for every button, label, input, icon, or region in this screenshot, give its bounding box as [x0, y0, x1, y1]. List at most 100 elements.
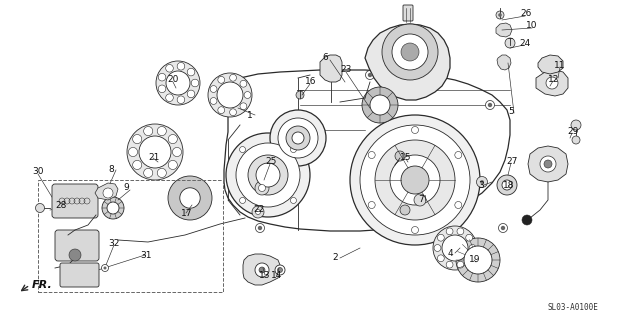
Circle shape — [166, 64, 173, 72]
Circle shape — [144, 126, 153, 136]
Circle shape — [239, 147, 246, 153]
Text: 17: 17 — [181, 209, 192, 218]
Circle shape — [102, 197, 124, 219]
Text: 27: 27 — [506, 156, 518, 165]
Text: 22: 22 — [253, 205, 264, 214]
Circle shape — [572, 136, 580, 144]
Text: 10: 10 — [526, 21, 537, 30]
Circle shape — [133, 160, 142, 170]
Circle shape — [102, 265, 109, 271]
Circle shape — [180, 188, 200, 208]
Circle shape — [240, 80, 247, 87]
Circle shape — [230, 74, 236, 81]
Circle shape — [290, 147, 297, 153]
Circle shape — [296, 91, 304, 99]
Circle shape — [465, 255, 472, 262]
Text: 6: 6 — [322, 52, 328, 61]
Text: 25: 25 — [265, 157, 276, 166]
Circle shape — [258, 185, 265, 191]
Polygon shape — [365, 24, 450, 100]
Circle shape — [370, 95, 390, 115]
Polygon shape — [224, 70, 510, 231]
Polygon shape — [320, 55, 342, 82]
Circle shape — [144, 168, 153, 178]
Circle shape — [457, 261, 464, 268]
Circle shape — [290, 197, 297, 204]
Circle shape — [457, 228, 464, 235]
Circle shape — [286, 126, 310, 150]
Circle shape — [166, 94, 173, 101]
Circle shape — [217, 82, 243, 108]
Text: 5: 5 — [508, 107, 514, 116]
Text: 3: 3 — [478, 180, 484, 189]
Circle shape — [433, 226, 477, 270]
Text: 20: 20 — [167, 76, 178, 84]
Text: 7: 7 — [418, 196, 424, 204]
Polygon shape — [536, 70, 568, 96]
Polygon shape — [243, 254, 280, 285]
Text: 30: 30 — [32, 167, 44, 177]
Circle shape — [446, 228, 453, 235]
Polygon shape — [95, 183, 118, 200]
Text: 26: 26 — [520, 10, 531, 19]
Circle shape — [156, 61, 200, 105]
Circle shape — [498, 13, 502, 17]
Circle shape — [522, 215, 532, 225]
Text: 14: 14 — [271, 270, 283, 279]
Circle shape — [360, 125, 470, 235]
Circle shape — [544, 160, 552, 168]
Circle shape — [158, 73, 166, 81]
Circle shape — [455, 151, 462, 158]
Circle shape — [366, 70, 375, 79]
Circle shape — [497, 175, 517, 195]
Circle shape — [69, 249, 81, 261]
Circle shape — [157, 168, 166, 178]
Circle shape — [275, 265, 285, 275]
Polygon shape — [538, 55, 563, 74]
Circle shape — [442, 235, 468, 261]
Circle shape — [438, 255, 444, 262]
Circle shape — [411, 227, 418, 234]
Circle shape — [476, 177, 488, 188]
Polygon shape — [496, 23, 512, 37]
Circle shape — [210, 98, 217, 104]
Circle shape — [177, 96, 185, 104]
Circle shape — [464, 246, 492, 274]
Circle shape — [255, 181, 269, 195]
Circle shape — [104, 267, 107, 269]
Circle shape — [455, 202, 462, 209]
Circle shape — [401, 43, 419, 61]
Circle shape — [187, 68, 195, 76]
Circle shape — [270, 110, 326, 166]
Circle shape — [218, 76, 225, 83]
Circle shape — [168, 176, 212, 220]
Circle shape — [480, 180, 484, 184]
Text: SL03-A0100E: SL03-A0100E — [548, 303, 599, 312]
Circle shape — [259, 267, 265, 273]
Circle shape — [128, 148, 138, 156]
Text: 12: 12 — [548, 75, 559, 84]
Circle shape — [36, 204, 44, 212]
Circle shape — [244, 92, 251, 99]
Circle shape — [368, 202, 375, 209]
Text: FR.: FR. — [32, 280, 53, 290]
Circle shape — [401, 166, 429, 194]
Circle shape — [256, 163, 280, 187]
Text: 2: 2 — [332, 253, 338, 262]
Circle shape — [277, 268, 283, 273]
Text: 8: 8 — [108, 165, 114, 174]
Circle shape — [434, 244, 441, 252]
Circle shape — [258, 226, 262, 230]
Circle shape — [496, 11, 504, 19]
Circle shape — [210, 85, 217, 92]
Circle shape — [375, 140, 455, 220]
Circle shape — [218, 107, 225, 114]
Circle shape — [465, 234, 472, 241]
Circle shape — [392, 34, 428, 70]
Text: 13: 13 — [259, 270, 271, 279]
Circle shape — [255, 223, 265, 233]
Circle shape — [350, 115, 480, 245]
Circle shape — [469, 244, 476, 252]
Circle shape — [187, 90, 195, 98]
Circle shape — [240, 103, 247, 110]
